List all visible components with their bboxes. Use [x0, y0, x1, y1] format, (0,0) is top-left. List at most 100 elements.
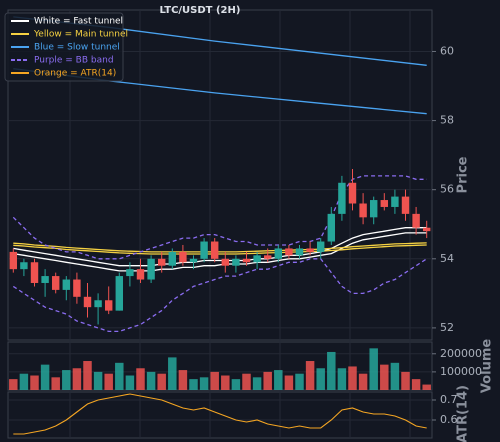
candle-body — [30, 262, 39, 283]
y-tick-label: 60 — [440, 44, 454, 57]
volume-bar — [422, 384, 431, 390]
volume-bar — [284, 375, 294, 390]
candle-body — [348, 182, 357, 204]
volume-bar — [390, 362, 400, 390]
candle-body — [136, 269, 145, 280]
indicator-line — [12, 175, 427, 260]
volume-bar — [358, 373, 368, 390]
candle-body — [9, 251, 18, 270]
volume-bar — [72, 368, 82, 390]
volume-bar — [263, 371, 272, 390]
candle-body — [359, 203, 367, 218]
candle-body — [20, 262, 28, 270]
volume-bar — [168, 357, 177, 390]
candle-body — [401, 196, 410, 214]
legend-box — [4, 12, 124, 82]
candle-body — [210, 241, 219, 259]
candle-body — [369, 200, 378, 218]
volume-bar — [221, 375, 230, 390]
candle-body — [412, 213, 420, 228]
volume-panel — [7, 341, 433, 391]
indicator-line — [13, 232, 427, 272]
candle-body — [422, 227, 431, 232]
legend-label: Blue = Slow tunnel — [34, 43, 120, 53]
candle-body — [104, 300, 113, 311]
candle-body — [83, 296, 92, 308]
candle-body — [242, 258, 251, 263]
volume-bar — [401, 371, 410, 390]
volume-bar — [348, 366, 357, 390]
price-panel — [7, 9, 433, 341]
candle-body — [306, 248, 314, 252]
candle-body — [41, 276, 49, 283]
volume-bar — [136, 368, 145, 390]
volume-bar — [40, 364, 50, 390]
legend-label: Yellow = Main tunnel — [33, 30, 128, 40]
candle-body — [285, 248, 293, 256]
volume-bar — [295, 373, 304, 390]
candle-body — [200, 241, 208, 259]
indicator-line — [12, 258, 428, 333]
volume-bar — [83, 361, 92, 390]
volume-bar — [316, 368, 325, 390]
legend-label: Purple = BB band — [34, 56, 114, 66]
volume-bar — [93, 371, 103, 390]
legend-label: White = Fast tunnel — [34, 17, 123, 27]
y-tick-label: 54 — [440, 252, 454, 265]
y-tick-label: 52 — [440, 321, 454, 334]
volume-axis-label: Volume — [480, 339, 495, 394]
candle-body — [62, 279, 71, 290]
volume-bar — [178, 370, 188, 390]
y-tick-label: 56 — [440, 183, 454, 196]
volume-bar — [274, 370, 283, 390]
volume-bar — [411, 379, 421, 390]
volume-bar — [380, 364, 389, 390]
candle-body — [157, 258, 166, 266]
indicator-line — [13, 227, 427, 267]
candle-body — [221, 258, 230, 266]
volume-bar — [210, 371, 219, 390]
legend-label: Orange = ATR(14) — [34, 69, 116, 79]
candle-body — [380, 200, 389, 207]
volume-bar — [30, 375, 39, 390]
plot-area: 52 54 56 58 60 100000 200000 0.6 0.7 — [8, 16, 482, 435]
candle-body — [179, 251, 187, 263]
legend: White = Fast tunnel Yellow = Main tunnel B… — [4, 12, 128, 82]
volume-bar — [242, 373, 251, 390]
atr-axis-label: ATR(14) — [456, 385, 471, 442]
volume-bar — [146, 371, 156, 390]
volume-bar — [115, 362, 124, 390]
y-tick-label: 100000 — [440, 365, 482, 378]
indicator-line — [13, 244, 427, 255]
volume-bar — [369, 348, 378, 390]
candle-body — [316, 241, 325, 252]
volume-bar — [62, 370, 71, 390]
volume-bar — [51, 377, 60, 390]
candle-body — [232, 258, 240, 266]
candle-body — [327, 213, 336, 242]
volume-bar — [199, 377, 209, 390]
candle-body — [115, 276, 124, 311]
atr-panel — [7, 391, 433, 439]
volume-bar — [19, 373, 29, 390]
candle-body — [274, 248, 283, 259]
candle-body — [126, 269, 134, 277]
candle-body — [253, 255, 261, 263]
volume-bar — [327, 351, 336, 390]
candle-body — [73, 279, 81, 297]
y-tick-label: 0.7 — [440, 393, 458, 406]
volume-bar — [157, 373, 166, 390]
candle-body — [147, 258, 155, 280]
y-tick-label: 200000 — [440, 347, 482, 360]
volume-bar — [9, 379, 18, 390]
chart-title: LTC/USDT (2H) — [160, 5, 241, 16]
candle-body — [168, 251, 177, 266]
candle-body — [391, 196, 399, 207]
candle-body — [94, 300, 102, 308]
indicator-line — [13, 242, 427, 253]
atr-line — [13, 393, 427, 435]
candle-body — [338, 182, 346, 214]
candle-body — [189, 258, 198, 263]
y-axis-label: Price — [456, 156, 471, 193]
